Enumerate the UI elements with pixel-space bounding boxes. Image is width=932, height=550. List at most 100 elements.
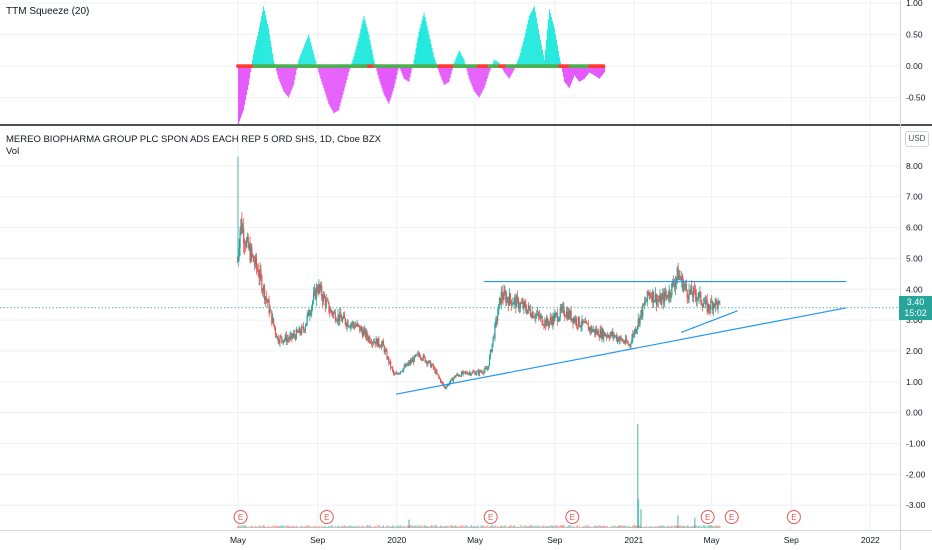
price-tick-11: -3.00: [906, 500, 926, 510]
squeeze-bar: [535, 17, 537, 67]
candle-body: [650, 296, 652, 297]
candle-body: [373, 341, 375, 343]
volume-bar: [675, 525, 677, 528]
volume-bar: [475, 525, 477, 528]
squeeze-bar: [573, 66, 576, 76]
volume-bar: [667, 525, 669, 528]
candle-body: [271, 311, 273, 324]
volume-bar: [537, 527, 539, 528]
volume-bar: [508, 526, 510, 528]
volume-bar: [504, 525, 506, 528]
trendline-2[interactable]: [680, 310, 738, 334]
earnings-marker-5[interactable]: [724, 510, 739, 524]
volume-bar: [458, 526, 460, 528]
squeeze-bar: [492, 62, 494, 67]
earnings-label-3: E: [570, 513, 575, 522]
volume-bar: [254, 525, 256, 528]
volume-bar: [369, 525, 371, 528]
candle-body: [393, 373, 395, 375]
candle-body: [551, 320, 553, 325]
candle-body: [699, 291, 701, 293]
earnings-marker-0[interactable]: [233, 510, 248, 524]
volume-bar: [305, 526, 307, 528]
squeeze-bar: [580, 66, 583, 81]
volume-bar: [383, 527, 385, 528]
volume-bar: [335, 527, 337, 528]
volume-bar: [545, 526, 547, 528]
squeeze-dot: [601, 64, 606, 68]
volume-bar: [546, 525, 548, 528]
squeeze-bar: [503, 66, 505, 73]
earnings-marker-4[interactable]: [700, 510, 715, 524]
squeeze-bar: [249, 66, 251, 79]
squeeze-bar: [281, 66, 283, 87]
trendline-0[interactable]: [395, 307, 847, 395]
volume-bar: [569, 524, 571, 528]
volume-bar: [559, 525, 561, 528]
squeeze-bar: [380, 66, 382, 85]
squeeze-bar: [551, 20, 553, 67]
squeeze-bar: [280, 66, 282, 84]
candle-body: [289, 335, 291, 340]
volume-bar: [420, 525, 422, 528]
candle-body: [695, 295, 697, 301]
earnings-marker-3[interactable]: [565, 510, 580, 524]
squeeze-bar: [238, 66, 240, 124]
currency-button[interactable]: USD: [905, 131, 929, 147]
trendlines[interactable]: [395, 280, 847, 395]
squeeze-bar: [334, 66, 336, 113]
earnings-marker-2[interactable]: [483, 510, 498, 524]
time-axis[interactable]: MaySep2020MaySep2021MaySep2022MaySep202: [230, 535, 932, 545]
squeeze-bar: [526, 24, 528, 67]
candle-body: [281, 336, 283, 340]
volume-bar: [403, 526, 405, 528]
volume-bar: [284, 525, 286, 528]
squeeze-bar: [365, 23, 367, 67]
squeeze-bar: [373, 59, 375, 67]
earnings-marker-1[interactable]: [319, 510, 334, 524]
volume-bar: [472, 526, 474, 528]
volume-bar: [397, 524, 399, 528]
candle-body: [284, 335, 287, 340]
candle-body: [329, 311, 331, 313]
volume-bar: [398, 526, 400, 528]
volume-bar: [624, 526, 626, 528]
squeeze-bar: [410, 66, 412, 74]
price-axis[interactable]: 8.00 7.00 6.00 5.00 4.00 3.00 2.00 1.00 0.00 -1.0…: [906, 0, 926, 510]
volume-bar: [650, 526, 652, 528]
squeeze-bar: [475, 66, 477, 94]
price-tick-5: 3.00: [906, 315, 923, 325]
volume-bar: [316, 527, 318, 528]
candle-body: [414, 355, 416, 357]
squeeze-bar: [533, 6, 535, 67]
volume-bar: [342, 525, 344, 528]
candle-body: [266, 299, 268, 303]
volume-bar: [414, 525, 416, 528]
volume-bar: [562, 525, 564, 528]
candle-body: [278, 342, 280, 343]
candle-body: [477, 370, 479, 372]
squeeze-bar: [434, 59, 436, 67]
volume-bar: [688, 526, 690, 528]
volume-bar: [238, 525, 240, 528]
volume-bar: [248, 526, 250, 528]
volume-bar: [526, 526, 528, 528]
squeeze-bar: [322, 66, 324, 85]
squeeze-bar: [360, 28, 362, 67]
volume-bar: [705, 527, 707, 528]
volume-bar: [430, 525, 432, 528]
squeeze-bar: [440, 66, 442, 78]
candle-body: [555, 313, 557, 315]
volume-bar: [696, 527, 698, 528]
volume-bar: [333, 527, 335, 528]
earnings-marker-6[interactable]: [786, 510, 801, 524]
volume-bar: [438, 527, 440, 528]
candle-body: [671, 283, 673, 296]
squeeze-bar: [314, 57, 316, 67]
candle-body: [586, 323, 589, 325]
squeeze-bar: [508, 66, 510, 79]
candle-body: [506, 297, 508, 303]
volume-bar: [512, 526, 514, 528]
